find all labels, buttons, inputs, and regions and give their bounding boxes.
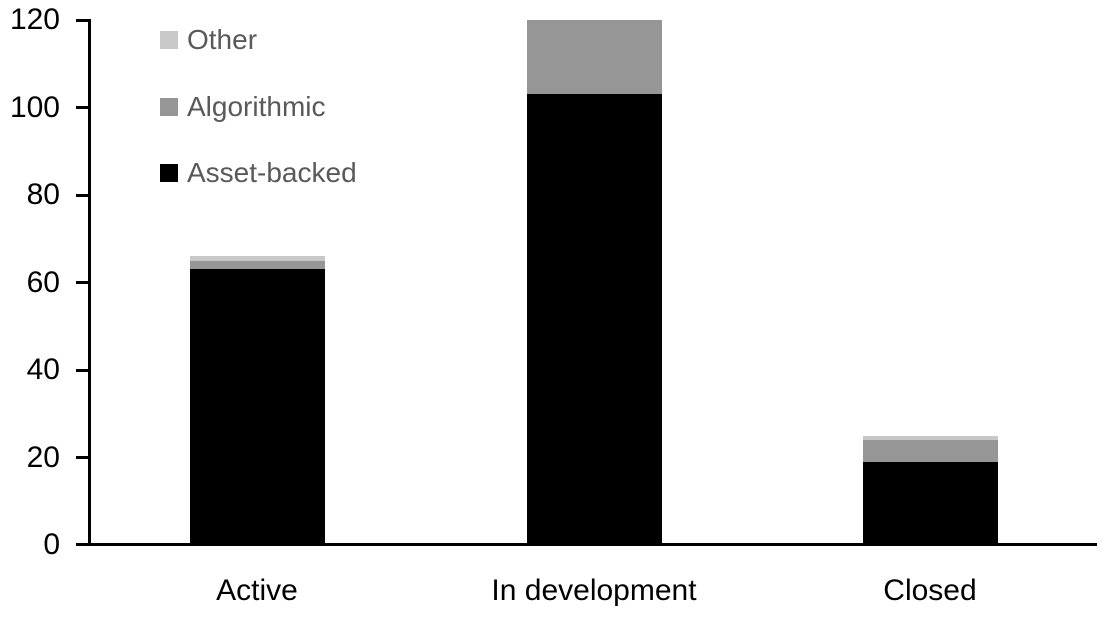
legend-swatch-icon (160, 31, 178, 49)
y-tick-label: 40 (26, 353, 60, 386)
segment-asset-backed (190, 269, 325, 545)
legend-item-asset-backed: Asset-backed (160, 158, 357, 188)
segment-algorithmic (190, 260, 325, 270)
segment-asset-backed (863, 461, 998, 545)
legend-label: Asset-backed (187, 157, 357, 188)
y-tick-120 (76, 18, 88, 22)
legend-label: Algorithmic (187, 91, 326, 122)
y-tick-100 (76, 106, 88, 109)
bar-closed (863, 435, 998, 545)
legend-item-other: Other (160, 25, 257, 55)
y-tick-80 (76, 193, 88, 197)
category-label: In development (491, 574, 697, 607)
y-tick-60 (76, 281, 88, 284)
segment-algorithmic (863, 440, 998, 462)
y-tick-label: 100 (9, 90, 60, 124)
y-tick-label: 60 (26, 265, 60, 299)
segment-asset-backed (527, 94, 662, 545)
y-tick-label: 120 (9, 3, 60, 36)
legend-label: Other (187, 24, 258, 55)
category-label: Closed (883, 574, 977, 607)
y-tick-20 (76, 456, 88, 459)
bar-in-development (527, 20, 662, 545)
segment-other (190, 256, 325, 261)
segment-algorithmic (527, 20, 662, 95)
legend-swatch-icon (160, 98, 178, 116)
y-tick-label: 80 (26, 178, 60, 211)
y-tick-40 (76, 368, 88, 372)
y-axis-line (88, 19, 91, 546)
legend-swatch-icon (160, 164, 178, 182)
y-tick-label: 0 (43, 528, 60, 561)
category-label: Active (216, 574, 298, 607)
segment-other (863, 435, 998, 440)
bar-active (190, 256, 325, 545)
y-tick-label: 20 (26, 440, 60, 474)
legend-item-algorithmic: Algorithmic (160, 92, 325, 122)
